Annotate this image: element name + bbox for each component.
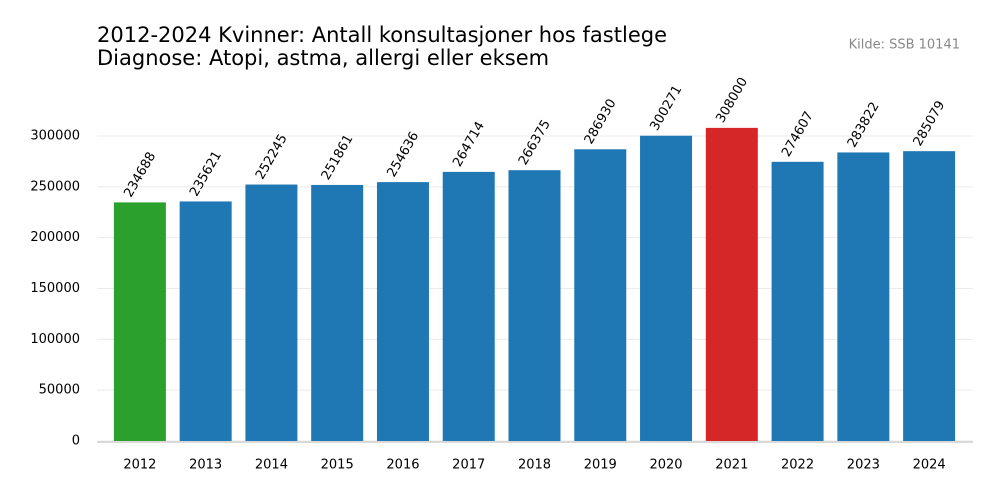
y-tick-label: 150000 bbox=[30, 281, 80, 296]
bar bbox=[903, 151, 956, 441]
value-label: 300271 bbox=[648, 83, 686, 133]
bar bbox=[771, 161, 824, 441]
chart-title: 2012-2024 Kvinner: Antall konsultasjoner… bbox=[97, 23, 667, 47]
value-label: 251861 bbox=[319, 132, 357, 182]
bar bbox=[245, 184, 298, 442]
y-tick-label: 100000 bbox=[30, 332, 80, 347]
value-label: 308000 bbox=[713, 75, 751, 125]
bar bbox=[640, 135, 693, 441]
bar bbox=[113, 202, 166, 441]
value-label: 264714 bbox=[450, 119, 488, 169]
x-tick-label: 2015 bbox=[321, 458, 354, 473]
chart-subtitle: Diagnose: Atopi, astma, allergi eller ek… bbox=[97, 46, 549, 70]
value-label: 283822 bbox=[845, 100, 883, 150]
y-tick-label: 200000 bbox=[30, 230, 80, 245]
x-tick-label: 2016 bbox=[386, 458, 419, 473]
value-label: 286930 bbox=[582, 97, 620, 147]
x-tick-label: 2013 bbox=[189, 458, 222, 473]
x-tick-label: 2022 bbox=[781, 458, 814, 473]
x-tick-label: 2017 bbox=[452, 458, 485, 473]
x-tick-label: 2020 bbox=[649, 458, 682, 473]
x-tick-label: 2018 bbox=[518, 458, 551, 473]
bar bbox=[311, 184, 364, 441]
y-tick-label: 300000 bbox=[30, 129, 80, 144]
value-label: 252245 bbox=[253, 132, 291, 182]
bar bbox=[508, 170, 561, 441]
x-tick-label: 2024 bbox=[913, 458, 946, 473]
value-label: 266375 bbox=[516, 117, 554, 167]
bar bbox=[574, 149, 627, 441]
value-label: 274607 bbox=[779, 109, 817, 159]
x-tick-label: 2012 bbox=[123, 458, 156, 473]
value-label: 234688 bbox=[121, 150, 159, 200]
x-tick-label: 2019 bbox=[584, 458, 617, 473]
x-tick-label: 2023 bbox=[847, 458, 880, 473]
bar bbox=[376, 182, 429, 442]
bar bbox=[705, 127, 758, 441]
value-label: 285079 bbox=[911, 98, 949, 148]
bar bbox=[837, 152, 890, 441]
y-tick-label: 50000 bbox=[39, 383, 80, 398]
bar bbox=[179, 201, 232, 441]
y-tick-label: 250000 bbox=[30, 179, 80, 194]
y-tick-label: 0 bbox=[72, 434, 80, 449]
value-label: 235621 bbox=[187, 149, 225, 199]
bar bbox=[442, 171, 495, 442]
source-note: Kilde: SSB 10141 bbox=[849, 38, 960, 53]
value-label: 254636 bbox=[384, 129, 422, 179]
x-tick-label: 2014 bbox=[255, 458, 288, 473]
x-tick-label: 2021 bbox=[715, 458, 748, 473]
